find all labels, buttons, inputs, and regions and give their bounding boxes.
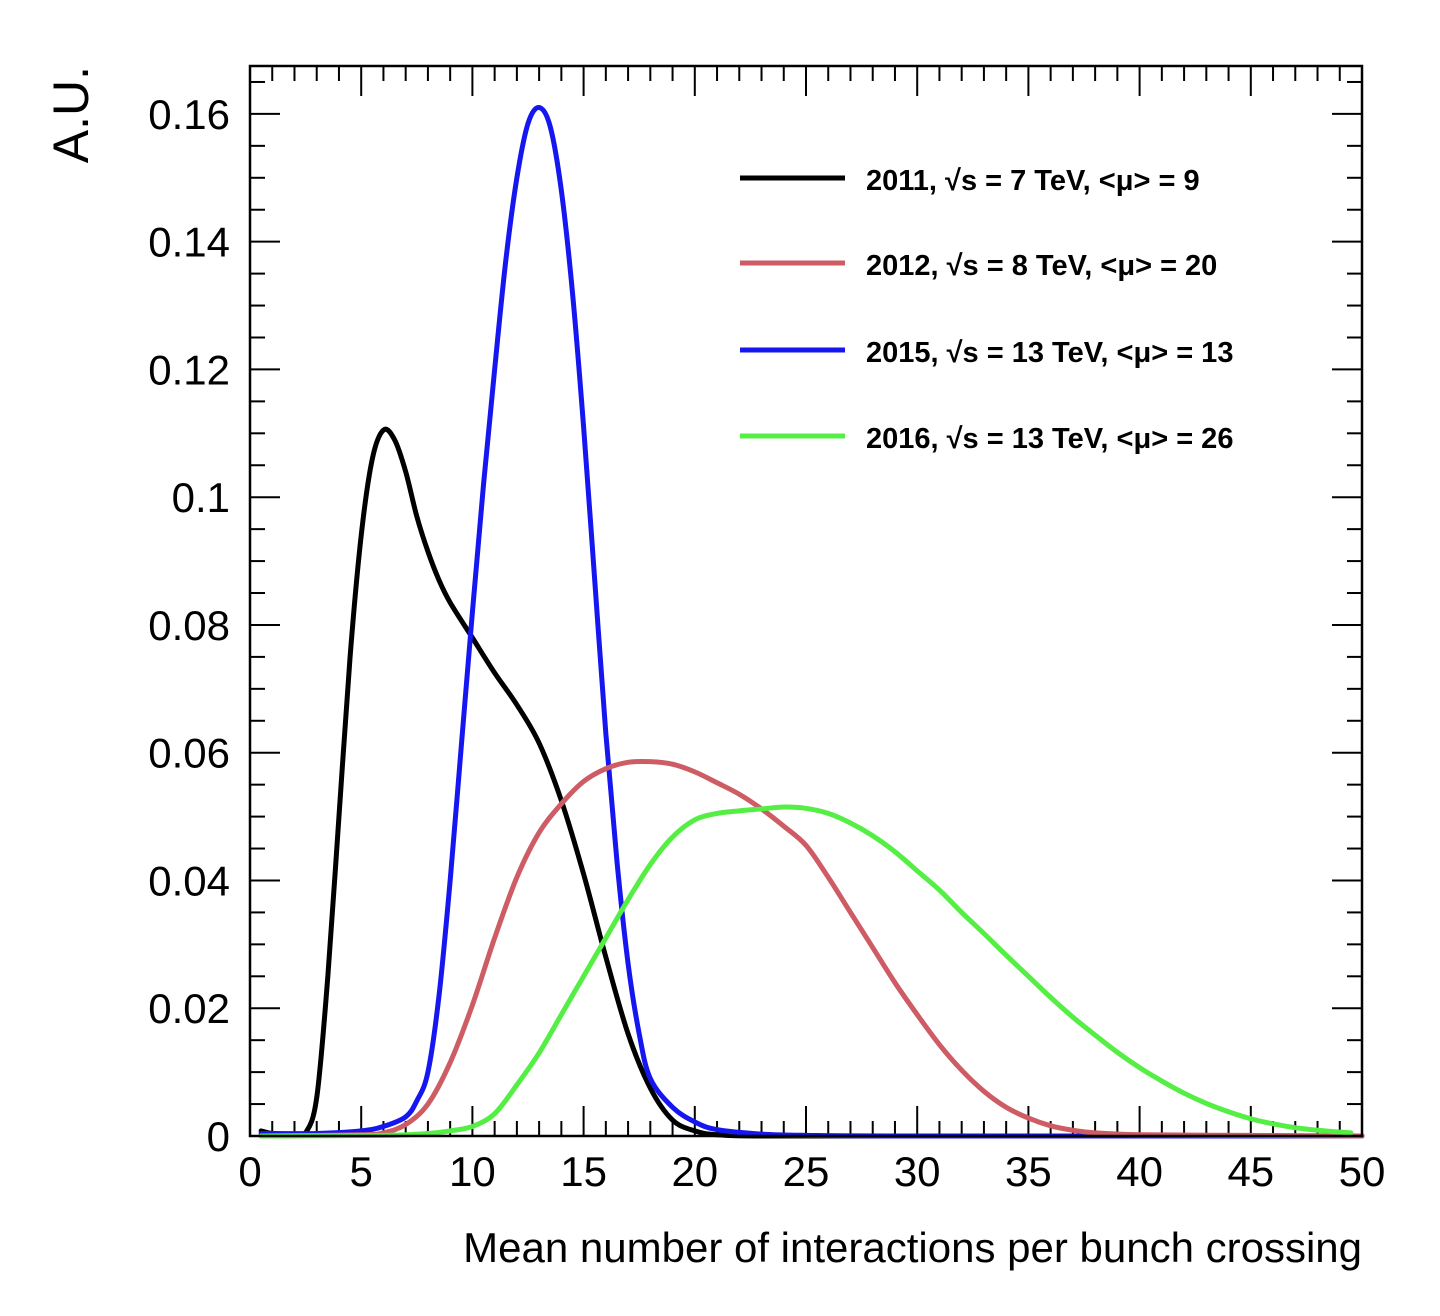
y-tick-label: 0.14 (148, 219, 230, 266)
x-tick-label: 30 (894, 1148, 941, 1195)
x-tick-label: 25 (783, 1148, 830, 1195)
series-2011-line (261, 429, 1362, 1136)
x-tick-label: 0 (238, 1148, 261, 1195)
plot-frame (250, 66, 1362, 1136)
major-ticks (250, 66, 1362, 1136)
x-tick-label: 15 (560, 1148, 607, 1195)
y-tick-label: 0.1 (172, 474, 230, 521)
y-tick-label: 0.04 (148, 857, 230, 904)
x-tick-labels: 0 5 10 15 20 25 30 35 40 45 50 (238, 1148, 1385, 1195)
y-tick-label: 0.02 (148, 985, 230, 1032)
y-axis-title: A.U. (43, 66, 99, 163)
legend-label: 2015, √s = 13 TeV, <μ> = 13 (866, 337, 1233, 369)
y-tick-label: 0.06 (148, 730, 230, 777)
x-axis-title: Mean number of interactions per bunch cr… (463, 1224, 1362, 1271)
x-tick-label: 35 (1005, 1148, 1052, 1195)
y-tick-labels: 0 0.02 0.04 0.06 0.08 0.1 0.12 0.14 0.16 (148, 91, 230, 1160)
legend: 2011, √s = 7 TeV, <μ> = 9 2012, √s = 8 Te… (740, 165, 1233, 455)
x-tick-label: 5 (350, 1148, 373, 1195)
y-tick-label: 0.16 (148, 91, 230, 138)
y-tick-label: 0.12 (148, 346, 230, 393)
legend-label: 2011, √s = 7 TeV, <μ> = 9 (866, 165, 1200, 197)
x-tick-label: 10 (449, 1148, 496, 1195)
x-tick-label: 20 (671, 1148, 718, 1195)
x-tick-label: 45 (1227, 1148, 1274, 1195)
minor-ticks (250, 66, 1362, 1136)
legend-label: 2016, √s = 13 TeV, <μ> = 26 (866, 423, 1233, 455)
legend-label: 2012, √s = 8 TeV, <μ> = 20 (866, 250, 1217, 282)
y-tick-label: 0 (207, 1113, 230, 1160)
x-tick-label: 50 (1339, 1148, 1386, 1195)
x-tick-label: 40 (1116, 1148, 1163, 1195)
y-tick-label: 0.08 (148, 602, 230, 649)
